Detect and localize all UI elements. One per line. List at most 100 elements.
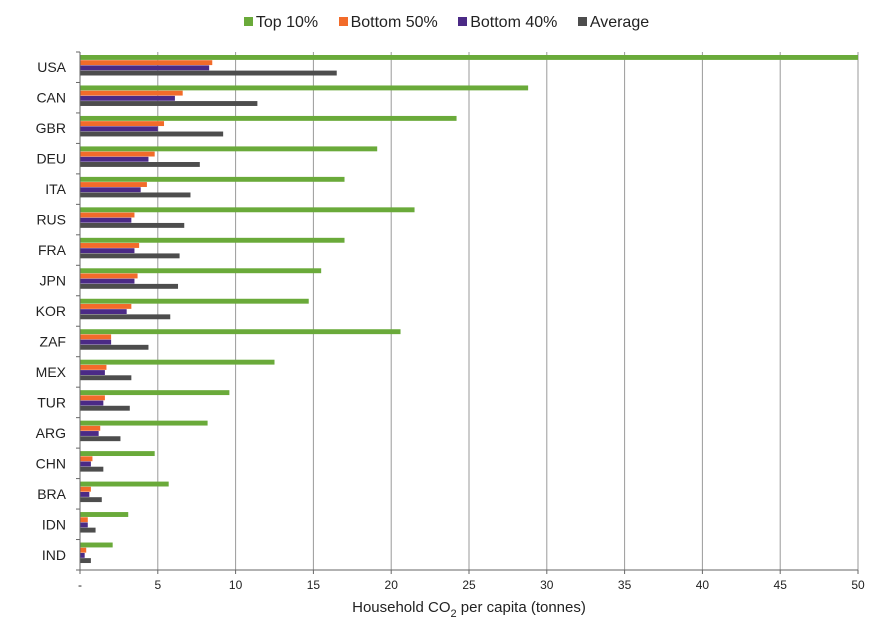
bar (80, 70, 337, 76)
category-label: IDN (42, 516, 66, 532)
bar (80, 101, 258, 106)
bar (80, 298, 309, 304)
category-label: ITA (45, 181, 66, 197)
legend-item-average: Average (577, 14, 650, 32)
category-label: MEX (36, 364, 67, 380)
legend-swatch (338, 17, 348, 26)
bar (80, 339, 112, 345)
legend-label: Bottom 40% (470, 14, 558, 31)
category-label: KOR (36, 303, 66, 319)
bar (80, 95, 175, 101)
category-label: BRA (37, 486, 66, 502)
bar (80, 243, 140, 248)
bar (80, 268, 322, 274)
bar (80, 309, 127, 315)
bar (80, 222, 185, 228)
bar (80, 55, 858, 60)
bar (80, 512, 129, 517)
x-tick-label: 10 (229, 578, 243, 592)
bar (80, 344, 149, 350)
category-label: GBR (36, 120, 66, 136)
bar (80, 90, 183, 96)
bar (80, 187, 141, 193)
bar (80, 359, 275, 365)
bar (80, 151, 155, 157)
x-tick-label: 15 (307, 578, 321, 592)
bar (80, 486, 91, 492)
bar (80, 522, 88, 528)
legend-label: Average (589, 14, 650, 31)
bar (80, 491, 90, 497)
bar (80, 156, 149, 162)
bar (80, 420, 208, 426)
x-tick-label: 5 (154, 578, 161, 592)
bar (80, 517, 88, 523)
legend-label: Bottom 50% (350, 14, 438, 31)
bar (80, 126, 158, 132)
legend-swatch (243, 17, 253, 26)
x-tick-label: 45 (774, 578, 788, 592)
bar (80, 176, 345, 182)
x-axis-title: Household CO2 per capita (tonnes) (352, 599, 586, 620)
bars (80, 55, 858, 564)
bar (80, 405, 130, 411)
x-tick-label: - (78, 578, 82, 592)
legend-label: Top 10% (255, 14, 319, 31)
tick-labels: - 5 10 15 20 25 30 35 40 45 50 (78, 578, 865, 592)
bar (80, 162, 200, 167)
x-tick-label: 50 (851, 578, 865, 592)
category-label: TUR (37, 394, 66, 410)
bar (80, 466, 104, 472)
bar (80, 425, 101, 431)
bar (80, 85, 529, 91)
bar (80, 364, 107, 370)
x-tick-label: 25 (462, 578, 476, 592)
legend-swatch (458, 17, 468, 26)
category-label: USA (37, 59, 66, 75)
bar (80, 217, 132, 223)
bar (80, 248, 135, 254)
bar (80, 552, 85, 558)
bar (80, 237, 345, 243)
bar (80, 303, 132, 309)
bar (80, 329, 401, 335)
bar (80, 558, 91, 564)
bar (80, 182, 147, 187)
bar (80, 253, 180, 259)
legend-swatch (577, 17, 587, 26)
bar (80, 375, 132, 381)
bar (80, 400, 104, 406)
category-label: ZAF (40, 333, 66, 349)
bar (80, 278, 135, 284)
bar (80, 334, 112, 340)
legend-item-bottom50: Bottom 50% (338, 14, 438, 32)
category-label: FRA (38, 242, 67, 258)
bar (80, 527, 96, 533)
bar (80, 390, 230, 396)
chart-legend: Top 10% Bottom 50% Bottom 40% Average (0, 14, 893, 32)
category-labels: USA CAN GBR DEU ITA RUS FRA JPN KOR ZAF MEX TUR ARG C… (36, 59, 67, 563)
bar (80, 451, 155, 457)
category-label: DEU (36, 151, 66, 167)
bar (80, 273, 138, 279)
bar (80, 481, 169, 487)
bar (80, 60, 213, 66)
bar (80, 192, 191, 198)
x-tick-label: 35 (618, 578, 632, 592)
legend-item-bottom40: Bottom 40% (458, 14, 557, 32)
bar (80, 456, 93, 462)
bar (80, 431, 99, 436)
category-label: RUS (36, 212, 66, 228)
bar (80, 212, 135, 218)
bar (80, 370, 105, 376)
category-label: ARG (36, 425, 66, 441)
bar (80, 497, 102, 503)
category-label: CAN (36, 90, 66, 106)
bar (80, 146, 378, 152)
category-label: CHN (36, 455, 66, 471)
bar (80, 395, 105, 401)
bar (80, 115, 457, 121)
bar (80, 461, 91, 467)
bar (80, 547, 87, 553)
category-label: JPN (40, 273, 66, 289)
